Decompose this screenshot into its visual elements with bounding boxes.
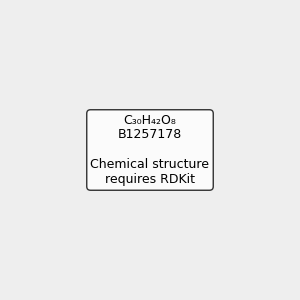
- Text: C₃₀H₄₂O₈
B1257178

Chemical structure
requires RDKit: C₃₀H₄₂O₈ B1257178 Chemical structure req…: [91, 113, 209, 187]
